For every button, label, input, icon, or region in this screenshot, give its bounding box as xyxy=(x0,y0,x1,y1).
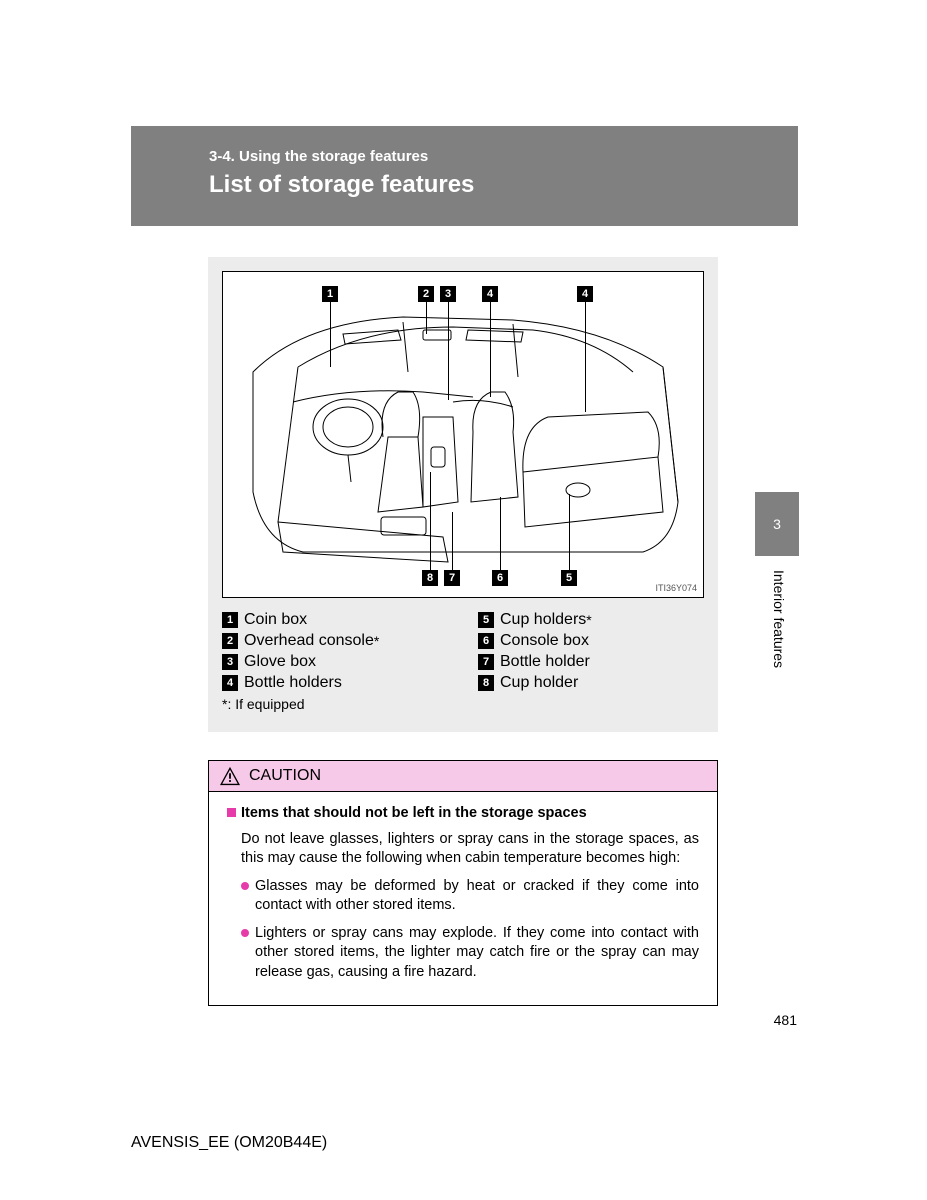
callout-4a-top: 4 xyxy=(482,286,498,302)
chapter-side-label: Interior features xyxy=(771,570,787,668)
callout-8-bottom: 8 xyxy=(422,570,438,586)
callout-7-bottom: 7 xyxy=(444,570,460,586)
callout-line xyxy=(490,302,491,397)
caution-box: CAUTION Items that should not be left in… xyxy=(208,760,718,1006)
callout-6-bottom: 6 xyxy=(492,570,508,586)
page-number: 481 xyxy=(774,1012,797,1028)
legend-col-left: 1Coin box 2Overhead console* 3Glove box … xyxy=(222,608,448,712)
figure-container: 1 2 3 4 4 8 7 6 5 ITI36Y074 1Coin box xyxy=(208,257,718,732)
callout-line xyxy=(448,302,449,400)
car-interior-illustration xyxy=(223,272,703,597)
figure-frame: 1 2 3 4 4 8 7 6 5 ITI36Y074 xyxy=(222,271,704,598)
callout-line xyxy=(330,302,331,367)
legend-col-right: 5Cup holders* 6Console box 7Bottle holde… xyxy=(478,608,704,712)
caution-body: Items that should not be left in the sto… xyxy=(209,792,717,1005)
legend-footnote: *: If equipped xyxy=(222,696,448,712)
caution-bullet-2: Lighters or spray cans may explode. If t… xyxy=(241,924,699,983)
callout-4b-top: 4 xyxy=(577,286,593,302)
warning-icon xyxy=(219,766,241,786)
legend-item-6: 6Console box xyxy=(478,632,704,650)
chapter-tab: 3 xyxy=(755,492,799,556)
square-bullet-icon xyxy=(227,808,236,817)
legend-item-8: 8Cup holder xyxy=(478,674,704,692)
legend-item-1: 1Coin box xyxy=(222,611,448,629)
figure-code: ITI36Y074 xyxy=(655,583,697,593)
callout-2-top: 2 xyxy=(418,286,434,302)
callout-line xyxy=(452,512,453,570)
section-label: 3-4. Using the storage features xyxy=(209,148,798,165)
legend-item-7: 7Bottle holder xyxy=(478,653,704,671)
caution-bullet-1: Glasses may be deformed by heat or crack… xyxy=(241,877,699,916)
dot-bullet-icon xyxy=(241,882,249,890)
callout-line xyxy=(585,302,586,412)
legend: 1Coin box 2Overhead console* 3Glove box … xyxy=(222,608,704,712)
legend-item-5: 5Cup holders* xyxy=(478,611,704,629)
callout-line xyxy=(569,494,570,570)
document-id: AVENSIS_EE (OM20B44E) xyxy=(131,1134,327,1152)
callout-line xyxy=(426,302,427,334)
caution-subheading: Items that should not be left in the sto… xyxy=(227,804,699,824)
callout-line xyxy=(500,497,501,570)
caution-header: CAUTION xyxy=(209,761,717,792)
page: 3-4. Using the storage features List of … xyxy=(0,0,927,1200)
legend-item-4: 4Bottle holders xyxy=(222,674,448,692)
callout-1-top: 1 xyxy=(322,286,338,302)
caution-title: CAUTION xyxy=(249,767,321,785)
section-title: List of storage features xyxy=(209,171,798,199)
callout-line xyxy=(430,472,431,570)
section-header: 3-4. Using the storage features List of … xyxy=(131,126,798,226)
legend-item-2: 2Overhead console* xyxy=(222,632,448,650)
caution-intro: Do not leave glasses, lighters or spray … xyxy=(241,830,699,869)
dot-bullet-icon xyxy=(241,929,249,937)
callout-5-bottom: 5 xyxy=(561,570,577,586)
legend-item-3: 3Glove box xyxy=(222,653,448,671)
callout-3-top: 3 xyxy=(440,286,456,302)
